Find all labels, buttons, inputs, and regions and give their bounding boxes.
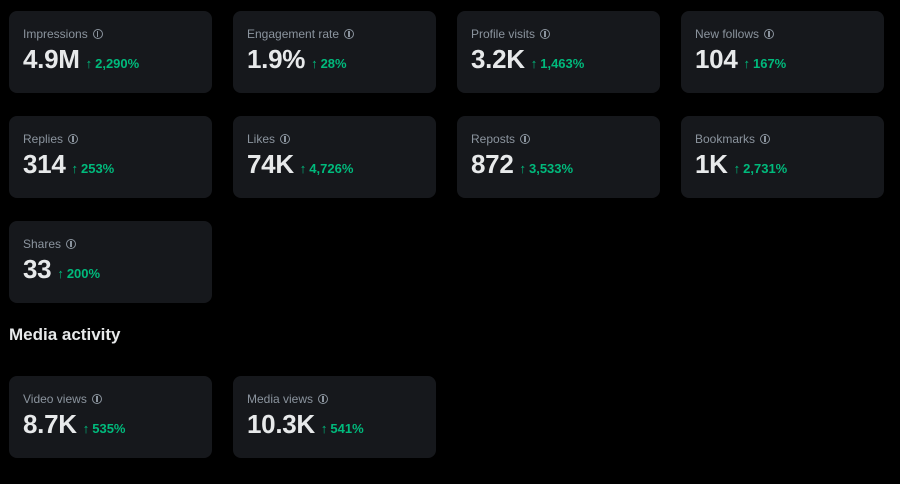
metric-label: Media views [247,392,314,406]
info-icon[interactable] [91,394,102,404]
info-icon[interactable] [540,29,551,39]
metrics-grid: Impressions 4.9M ↑ 2,290% Engagement rat… [9,11,884,303]
metric-label: Replies [23,132,64,146]
arrow-up-icon: ↑ [57,266,64,281]
change-percent: 28% [320,56,347,71]
metric-label: Impressions [23,27,88,41]
metric-change: ↑ 2,731% [734,161,788,176]
metric-value: 4.9M [23,44,80,74]
media-metrics-grid: Video views 8.7K ↑ 535% Media views 10.3… [9,376,884,458]
info-icon[interactable] [92,29,103,39]
metric-value: 8.7K [23,409,77,439]
arrow-up-icon: ↑ [530,56,538,71]
metric-card-bookmarks[interactable]: Bookmarks 1K ↑ 2,731% [681,116,884,198]
metric-label: Reposts [471,132,516,146]
change-percent: 2,290% [95,56,140,71]
change-percent: 541% [330,421,364,436]
info-icon[interactable] [280,134,291,144]
metric-value: 104 [695,44,738,74]
metric-label: Shares [23,237,62,251]
arrow-up-icon: ↑ [71,161,78,176]
metric-change: ↑ 2,290% [86,56,140,71]
metric-card-reposts[interactable]: Reposts 872 ↑ 3,533% [457,116,660,198]
metric-card-new-follows[interactable]: New follows 104 ↑ 167% [681,11,884,93]
arrow-up-icon: ↑ [85,56,93,71]
metric-card-likes[interactable]: Likes 74K ↑ 4,726% [233,116,436,198]
metric-label: Engagement rate [247,27,340,41]
metric-label: New follows [695,27,760,41]
arrow-up-icon: ↑ [299,161,307,176]
arrow-up-icon: ↑ [743,56,750,71]
metric-change: ↑ 253% [71,161,114,176]
arrow-up-icon: ↑ [320,421,328,436]
metric-card-profile-visits[interactable]: Profile visits 3.2K ↑ 1,463% [457,11,660,93]
info-icon[interactable] [66,239,77,249]
change-percent: 535% [92,421,126,436]
metric-value: 3.2K [471,44,525,74]
metric-value: 872 [471,149,514,179]
metric-change: ↑ 200% [57,266,100,281]
info-icon[interactable] [318,394,329,404]
change-percent: 2,731% [743,161,788,176]
change-percent: 167% [752,56,787,71]
metric-card-media-views[interactable]: Media views 10.3K ↑ 541% [233,376,436,458]
metric-change: ↑ 167% [743,56,786,71]
metric-label: Profile visits [471,27,536,41]
metric-value: 33 [23,254,52,284]
info-icon[interactable] [764,29,775,39]
metric-label: Likes [247,132,276,146]
metric-change: ↑ 28% [311,56,347,71]
arrow-up-icon: ↑ [311,56,318,71]
info-icon[interactable] [68,134,79,144]
metric-card-video-views[interactable]: Video views 8.7K ↑ 535% [9,376,212,458]
metric-label: Bookmarks [695,132,756,146]
metric-change: ↑ 4,726% [300,161,354,176]
metric-change: ↑ 535% [83,421,126,436]
arrow-up-icon: ↑ [733,161,741,176]
metric-card-shares[interactable]: Shares 33 ↑ 200% [9,221,212,303]
change-percent: 1,463% [540,56,585,71]
info-icon[interactable] [344,29,355,39]
info-icon[interactable] [520,134,531,144]
metric-card-replies[interactable]: Replies 314 ↑ 253% [9,116,212,198]
metric-card-engagement-rate[interactable]: Engagement rate 1.9% ↑ 28% [233,11,436,93]
metric-change: ↑ 1,463% [531,56,585,71]
metric-value: 1K [695,149,728,179]
section-title-media-activity: Media activity [9,325,121,344]
change-percent: 200% [66,266,101,281]
metric-value: 74K [247,149,294,179]
change-percent: 4,726% [309,161,354,176]
metric-value: 1.9% [247,44,306,74]
info-icon[interactable] [760,134,771,144]
arrow-up-icon: ↑ [82,421,90,436]
metric-card-impressions[interactable]: Impressions 4.9M ↑ 2,290% [9,11,212,93]
change-percent: 253% [80,161,115,176]
metric-change: ↑ 3,533% [519,161,573,176]
metric-change: ↑ 541% [321,421,364,436]
arrow-up-icon: ↑ [519,161,526,176]
metric-label: Video views [23,392,87,406]
metric-value: 314 [23,149,66,179]
metric-value: 10.3K [247,409,315,439]
change-percent: 3,533% [528,161,574,176]
